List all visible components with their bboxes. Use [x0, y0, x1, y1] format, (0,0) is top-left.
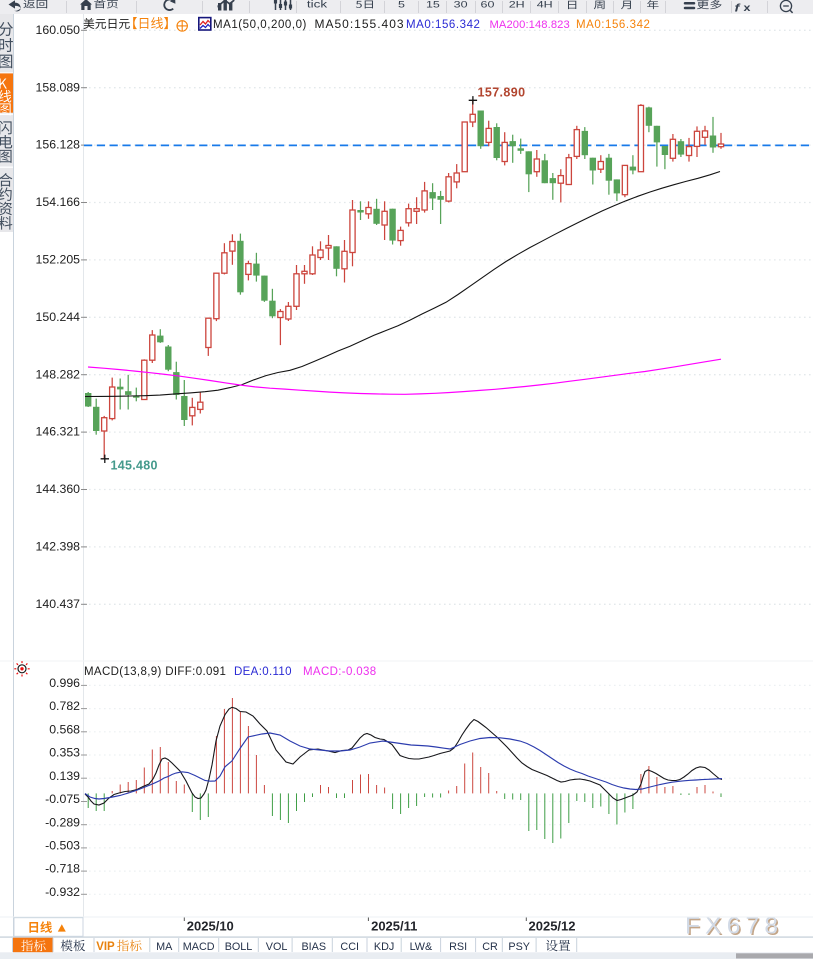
- svg-text:2H: 2H: [509, 0, 525, 10]
- svg-text:156.128: 156.128: [36, 138, 81, 152]
- svg-text:x: x: [743, 3, 751, 13]
- svg-text:KDJ: KDJ: [374, 941, 394, 953]
- svg-text:PSY: PSY: [508, 941, 530, 953]
- svg-text:MA200:148.823: MA200:148.823: [490, 19, 570, 31]
- svg-text:MA0:156.342: MA0:156.342: [406, 19, 480, 31]
- svg-text:MACD(13,8,9) DIFF:0.091: MACD(13,8,9) DIFF:0.091: [84, 666, 226, 678]
- svg-text:MACD:-0.038: MACD:-0.038: [303, 666, 377, 678]
- svg-text:VOL: VOL: [266, 941, 288, 953]
- svg-text:140.437: 140.437: [36, 597, 81, 611]
- svg-text:LW&: LW&: [410, 941, 433, 953]
- svg-text:142.398: 142.398: [36, 540, 81, 554]
- svg-text:MA1(50,0,200,0): MA1(50,0,200,0): [213, 19, 307, 31]
- svg-text:148.282: 148.282: [36, 367, 81, 381]
- svg-text:CCI: CCI: [340, 941, 359, 953]
- svg-text:0.139: 0.139: [49, 769, 80, 783]
- svg-text:154.166: 154.166: [36, 195, 81, 209]
- svg-text:144.360: 144.360: [36, 482, 81, 496]
- svg-text:60: 60: [481, 0, 495, 10]
- svg-text:160.050: 160.050: [36, 23, 81, 37]
- svg-text:VIP: VIP: [96, 941, 115, 953]
- svg-text:-0.932: -0.932: [45, 885, 80, 899]
- svg-text:4H: 4H: [537, 0, 553, 10]
- svg-text:150.244: 150.244: [36, 310, 81, 324]
- svg-text:145.480: 145.480: [111, 459, 158, 473]
- svg-text:CR: CR: [482, 941, 498, 953]
- svg-text:0.568: 0.568: [49, 722, 80, 736]
- svg-text:MA: MA: [156, 941, 173, 953]
- svg-text:RSI: RSI: [449, 941, 467, 953]
- svg-text:tick: tick: [307, 0, 327, 10]
- svg-text:-0.503: -0.503: [45, 839, 80, 853]
- svg-text:158.089: 158.089: [36, 80, 81, 94]
- svg-text:-0.718: -0.718: [45, 862, 80, 876]
- svg-text:-0.075: -0.075: [45, 792, 80, 806]
- svg-text:15: 15: [426, 0, 440, 10]
- svg-text:BIAS: BIAS: [301, 941, 326, 953]
- svg-text:2025/12: 2025/12: [529, 919, 576, 934]
- svg-text:2025/11: 2025/11: [371, 919, 417, 934]
- svg-text:152.205: 152.205: [36, 253, 81, 267]
- svg-text:-0.289: -0.289: [45, 815, 80, 829]
- svg-text:MA0:156.342: MA0:156.342: [576, 19, 650, 31]
- svg-text:30: 30: [454, 0, 468, 10]
- svg-text:157.890: 157.890: [478, 86, 526, 100]
- svg-text:0.996: 0.996: [49, 676, 80, 690]
- svg-text:f: f: [735, 1, 742, 14]
- svg-text:MA50:155.403: MA50:155.403: [315, 17, 405, 31]
- svg-text:2025/10: 2025/10: [187, 919, 234, 934]
- svg-text:0.782: 0.782: [49, 699, 80, 713]
- svg-text:MACD: MACD: [183, 941, 215, 953]
- svg-text:BOLL: BOLL: [225, 941, 253, 953]
- svg-text:146.321: 146.321: [36, 425, 81, 439]
- svg-text:DEA:0.110: DEA:0.110: [234, 666, 292, 678]
- svg-text:0.353: 0.353: [49, 746, 80, 760]
- svg-text:5: 5: [398, 0, 405, 10]
- svg-text:FX678: FX678: [685, 912, 783, 939]
